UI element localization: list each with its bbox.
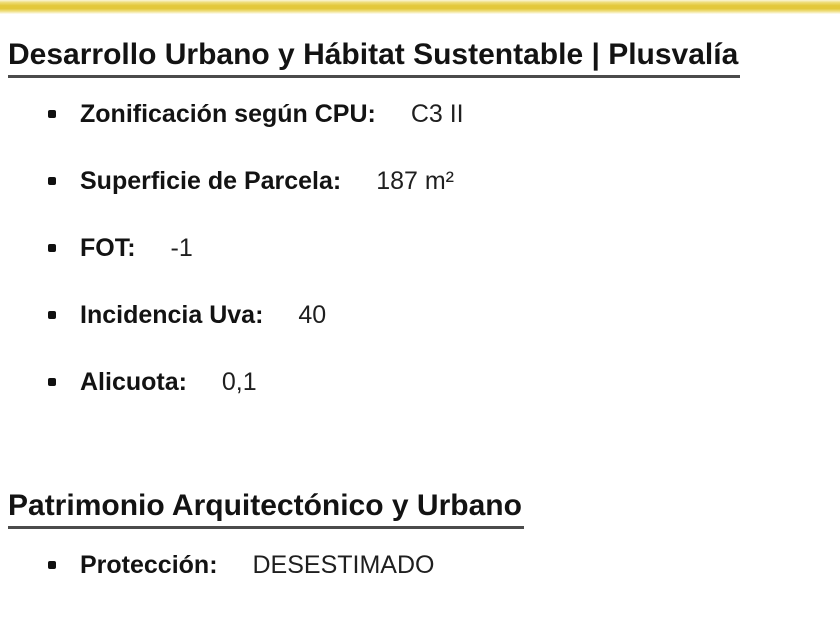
item-value: DESESTIMADO — [252, 551, 435, 579]
item-list: Zonificación según CPU: C3 II Superficie… — [8, 99, 830, 397]
item-label: Zonificación según CPU: — [80, 100, 376, 128]
bullet-icon — [48, 110, 56, 118]
item-value: 0,1 — [221, 368, 257, 396]
item-value: -1 — [170, 234, 193, 262]
bullet-icon — [48, 311, 56, 319]
list-item-alicuota: Alicuota: 0,1 — [8, 367, 830, 397]
item-label: Protección: — [80, 551, 218, 579]
list-item-fot: FOT: -1 — [8, 233, 830, 263]
bullet-icon — [48, 561, 56, 569]
list-item-incidencia-uva: Incidencia Uva: 40 — [8, 300, 830, 330]
section-title-desarrollo-urbano: Desarrollo Urbano y Hábitat Sustentable … — [8, 38, 741, 78]
item-label: Superficie de Parcela: — [80, 167, 342, 195]
bullet-icon — [48, 244, 56, 252]
list-item-superficie: Superficie de Parcela: 187 m² — [8, 166, 830, 196]
item-label: FOT: — [80, 234, 136, 262]
list-item-zonificacion: Zonificación según CPU: C3 II — [8, 99, 830, 129]
top-accent-bar — [0, 0, 840, 14]
item-label: Incidencia Uva: — [80, 301, 264, 329]
item-value: 40 — [298, 301, 327, 329]
item-label: Alicuota: — [80, 368, 187, 396]
section-desarrollo-urbano: Desarrollo Urbano y Hábitat Sustentable … — [8, 38, 830, 397]
item-value: C3 II — [410, 100, 464, 128]
section-patrimonio: Patrimonio Arquitectónico y Urbano Prote… — [8, 489, 830, 580]
section-title-patrimonio: Patrimonio Arquitectónico y Urbano — [8, 489, 524, 529]
list-item-proteccion: Protección: DESESTIMADO — [8, 550, 830, 580]
item-value: 187 m² — [376, 167, 454, 195]
item-list: Protección: DESESTIMADO — [8, 550, 830, 580]
bullet-icon — [48, 378, 56, 386]
bullet-icon — [48, 177, 56, 185]
